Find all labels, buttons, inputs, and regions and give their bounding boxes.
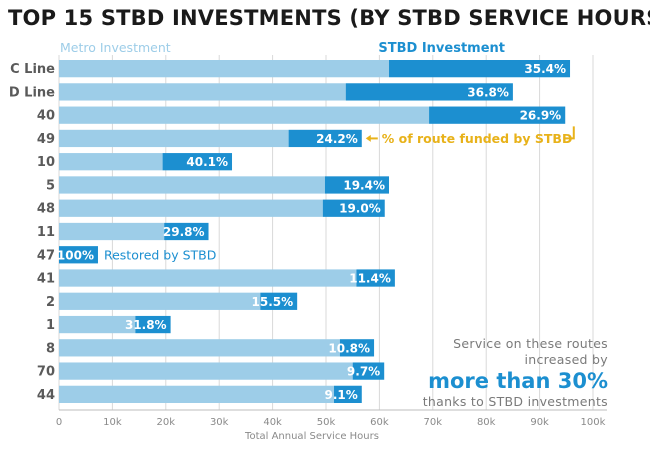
annotation-restored: Restored by STBD [104, 247, 216, 262]
category-label: D Line [9, 85, 55, 100]
bar-metro [59, 129, 289, 148]
category-label: 41 [37, 272, 55, 287]
x-tick-label: 80k [477, 417, 496, 428]
data-label: 26.9% [520, 109, 562, 123]
data-label: 31.8% [125, 318, 167, 332]
bar-stbd [288, 129, 362, 148]
data-label: 9.7% [347, 365, 380, 379]
bar-stbd [322, 199, 385, 217]
bar-stbd [59, 246, 98, 264]
data-label: 9.1% [324, 388, 357, 402]
bar-stbd [389, 60, 571, 78]
bar-metro [59, 176, 325, 194]
bar-stbd [162, 153, 233, 171]
bar-stbd [429, 106, 566, 124]
legend-metro: Metro Investment [60, 40, 171, 55]
data-label: 11.4% [349, 272, 391, 286]
annotation-bracket [563, 126, 575, 140]
bar-stbd [260, 292, 298, 310]
bar-stbd [352, 362, 385, 380]
data-label: 24.2% [316, 132, 358, 146]
data-label: 10.8% [328, 341, 370, 355]
bar-metro [59, 385, 335, 403]
category-label: 70 [37, 365, 55, 380]
data-label: 15.5% [252, 295, 294, 309]
category-label: 47 [37, 248, 55, 263]
chart-title: TOP 15 STBD INVESTMENTS (BY STBD SERVICE… [8, 6, 650, 30]
data-label: 100% [57, 248, 94, 262]
bar-metro [59, 269, 357, 287]
data-label: 29.8% [163, 225, 205, 239]
bar-metro [59, 339, 340, 357]
legend-stbd: STBD Investment [378, 41, 505, 56]
category-label: 1 [46, 318, 55, 333]
category-label: 44 [37, 388, 55, 403]
data-label: 36.8% [467, 85, 509, 99]
category-label: 2 [46, 295, 55, 310]
data-label: 19.0% [339, 202, 381, 216]
x-tick-label: 40k [263, 417, 282, 428]
annotation-route-funded: % of route funded by STBD [382, 131, 573, 146]
data-label: 19.4% [343, 178, 385, 192]
callout-line-1: Service on these routes [453, 336, 608, 351]
bar-metro [59, 83, 346, 101]
x-axis-title: Total Annual Service Hours [244, 431, 379, 442]
bar-stbd [339, 339, 375, 357]
bar-metro [59, 222, 165, 241]
category-label: 8 [46, 341, 55, 356]
annotation-arrow-head [365, 134, 371, 142]
x-tick-label: 50k [317, 417, 336, 428]
x-tick-label: 10k [103, 417, 122, 428]
bar-stbd [356, 269, 395, 287]
bar-stbd [345, 83, 513, 101]
x-tick-label: 70k [424, 417, 443, 428]
category-label: 11 [37, 225, 55, 240]
bar-metro [59, 199, 323, 217]
bar-metro [59, 362, 353, 380]
x-tick-label: 100k [581, 417, 606, 428]
x-tick-label: 30k [210, 417, 229, 428]
data-label: 35.4% [524, 62, 566, 76]
callout-box: Service on these routes increased by mor… [378, 336, 608, 410]
bar-metro [59, 153, 163, 171]
bar-stbd [324, 176, 390, 194]
category-label: 40 [37, 109, 55, 124]
bar-metro [59, 315, 136, 334]
x-tick-label: 60k [370, 417, 389, 428]
callout-line-4: thanks to STBD investments [422, 394, 608, 409]
data-label: 40.1% [186, 155, 228, 169]
bar-metro [59, 106, 430, 124]
bar-stbd [334, 385, 362, 403]
bar-metro [59, 60, 390, 78]
category-label: 5 [46, 178, 55, 193]
callout-highlight: more than 30% [428, 369, 608, 393]
x-tick-label: 20k [157, 417, 176, 428]
callout-line-2: increased by [524, 352, 608, 367]
x-tick-label: 90k [530, 417, 549, 428]
category-label: C Line [10, 62, 55, 77]
category-label: 48 [37, 202, 55, 217]
bar-stbd [135, 315, 171, 334]
category-label: 49 [37, 132, 55, 147]
bar-stbd [164, 222, 209, 241]
category-label: 10 [37, 155, 55, 170]
bar-metro [59, 292, 261, 310]
x-tick-label: 0 [56, 417, 62, 428]
